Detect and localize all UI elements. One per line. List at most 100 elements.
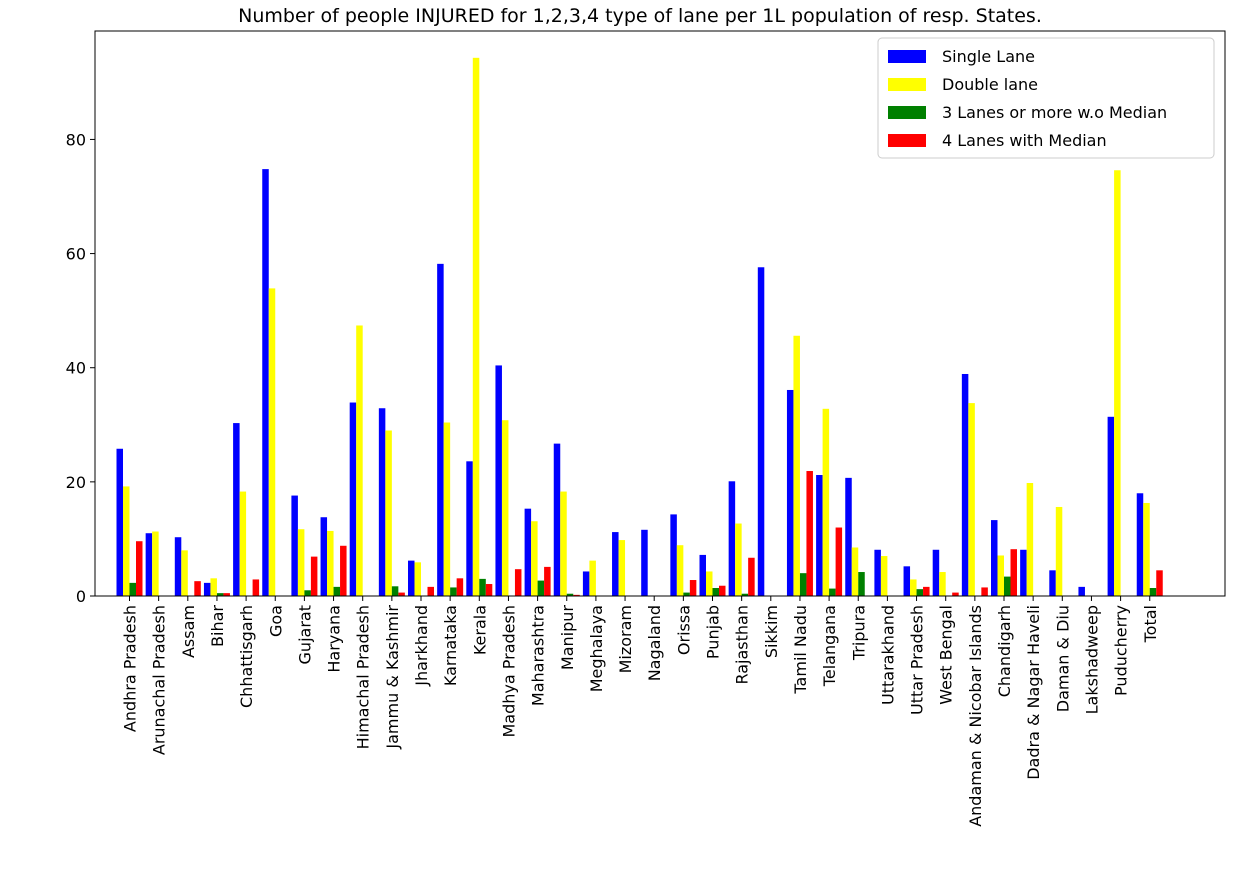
x-tick-label-3: Bihar: [208, 605, 227, 647]
bar-3-24: [835, 527, 843, 596]
x-tick-label-21: Rajasthan: [733, 605, 752, 685]
legend-swatch-0: [888, 50, 926, 63]
bar-3-12: [485, 584, 493, 596]
y-tick-label-3: 60: [66, 245, 86, 264]
bar-1-17: [618, 540, 626, 596]
bar-0-2: [174, 537, 182, 596]
bar-1-28: [939, 572, 946, 596]
bar-1-9: [385, 430, 392, 596]
x-tick-label-8: Himachal Pradesh: [354, 605, 373, 749]
x-tick-label-29: Andaman & Nicobar Islands: [966, 605, 985, 827]
bar-1-21: [735, 523, 742, 596]
bar-0-5: [262, 169, 269, 597]
x-tick-label-18: Nagaland: [645, 605, 664, 681]
bar-0-1: [145, 533, 153, 596]
bar-1-12: [472, 57, 480, 596]
y-tick-label-1: 20: [66, 473, 86, 492]
bar-3-11: [456, 578, 464, 596]
bar-1-7: [327, 530, 334, 596]
bar-0-24: [816, 475, 823, 596]
legend-swatch-2: [888, 106, 926, 119]
bar-3-23: [806, 471, 813, 596]
x-tick-label-32: Daman & Diu: [1053, 605, 1072, 712]
bar-0-15: [553, 443, 561, 596]
bar-1-35: [1143, 502, 1150, 596]
x-tick-label-2: Assam: [179, 605, 198, 658]
bar-3-21: [748, 557, 755, 596]
bar-1-0: [123, 486, 130, 596]
bar-0-25: [845, 477, 852, 596]
x-tick-label-16: Meghalaya: [587, 605, 606, 692]
bar-2-27: [916, 589, 924, 596]
x-tick-label-14: Maharashtra: [529, 605, 548, 706]
bar-2-19: [683, 592, 690, 596]
bar-0-31: [1020, 549, 1027, 596]
bar-1-3: [210, 578, 217, 596]
bar-0-16: [582, 571, 590, 596]
x-tick-label-9: Jammu & Kashmir: [383, 605, 402, 750]
bar-1-10: [414, 562, 421, 596]
bar-0-33: [1078, 586, 1085, 596]
x-tick-label-31: Dadra & Nagar Haveli: [1024, 605, 1043, 780]
bar-0-28: [932, 549, 940, 596]
y-tick-label-2: 40: [66, 359, 86, 378]
x-tick-label-20: Punjab: [704, 605, 723, 659]
bar-0-21: [728, 481, 736, 596]
bar-3-10: [427, 586, 434, 596]
bar-0-0: [116, 448, 123, 596]
bar-2-11: [450, 587, 457, 596]
legend-label-2: 3 Lanes or more w.o Median: [942, 103, 1167, 122]
bar-0-20: [699, 554, 706, 596]
x-tick-label-4: Chhattisgarh: [237, 605, 256, 708]
bar-1-31: [1026, 483, 1034, 596]
x-tick-label-28: West Bengal: [937, 605, 956, 705]
bar-1-34: [1114, 170, 1121, 596]
bar-0-32: [1049, 570, 1056, 596]
bar-2-15: [566, 593, 574, 596]
y-axis: 0 20 40 60 80: [66, 130, 95, 606]
bar-1-23: [793, 335, 800, 596]
bar-1-30: [997, 555, 1004, 596]
legend-swatch-1: [888, 78, 926, 91]
bar-3-6: [310, 556, 318, 596]
bar-0-9: [378, 408, 386, 596]
x-tick-label-27: Uttar Pradesh: [908, 605, 927, 715]
x-tick-label-22: Sikkim: [762, 605, 781, 658]
bar-0-19: [670, 514, 677, 596]
bar-1-6: [297, 529, 305, 596]
bar-3-0: [136, 541, 143, 596]
bar-1-32: [1055, 506, 1063, 596]
chart-title: Number of people INJURED for 1,2,3,4 typ…: [238, 5, 1042, 27]
x-tick-label-0: Andhra Pradesh: [121, 605, 140, 732]
bar-0-13: [495, 365, 502, 596]
bar-2-25: [858, 572, 865, 596]
y-tick-label-4: 80: [66, 130, 86, 149]
x-tick-label-10: Jharkhand: [412, 605, 431, 687]
bar-1-26: [880, 556, 888, 596]
x-tick-label-19: Orissa: [674, 605, 693, 655]
x-tick-label-1: Arunachal Pradesh: [150, 605, 169, 755]
bar-0-11: [437, 263, 444, 596]
bar-0-30: [991, 520, 998, 596]
bar-0-34: [1107, 416, 1115, 596]
x-tick-label-11: Karnataka: [441, 605, 460, 686]
legend-swatch-3: [888, 134, 926, 147]
bar-2-0: [129, 582, 136, 596]
x-tick-label-25: Tripura: [849, 605, 868, 661]
bar-2-20: [712, 588, 719, 596]
bar-1-1: [152, 531, 159, 596]
bar-1-15: [560, 491, 567, 596]
x-tick-label-12: Kerala: [470, 605, 489, 655]
bar-0-26: [874, 549, 881, 596]
bar-0-12: [466, 461, 473, 596]
x-tick-label-15: Manipur: [558, 605, 577, 670]
x-tick-label-30: Chandigarh: [995, 605, 1014, 697]
x-tick-label-34: Puducherry: [1112, 605, 1131, 696]
x-tick-label-6: Gujarat: [295, 605, 314, 664]
bar-3-2: [194, 581, 201, 596]
bar-3-28: [952, 592, 959, 596]
bar-2-35: [1149, 588, 1157, 596]
bar-3-35: [1156, 570, 1163, 596]
bar-2-21: [741, 593, 749, 596]
